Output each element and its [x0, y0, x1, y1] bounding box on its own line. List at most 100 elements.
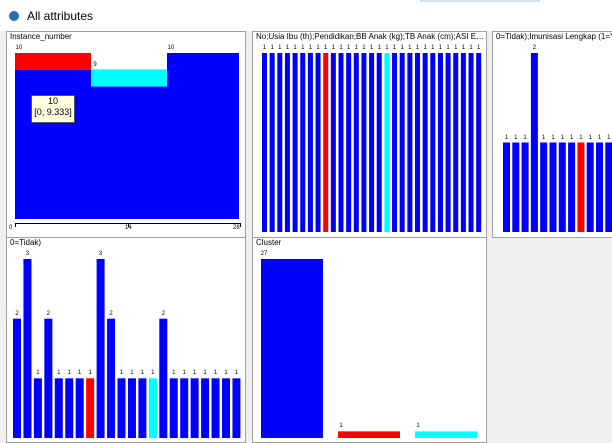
bin-count-label: 10 [15, 45, 23, 51]
bar-count-label: 1 [377, 45, 381, 51]
bar-count-label: 2 [532, 45, 537, 51]
bar-count-label: 1 [446, 45, 450, 51]
histogram-bar [468, 53, 474, 232]
panel-title: 0=Tidak);Imunisasi Lengkap (1=Y [495, 32, 612, 43]
bar-count-label: 1 [385, 45, 389, 51]
panel-attribute-list[interactable]: No;Usia Ibu (th);Pendidikan;BB Anak (kg)… [252, 31, 487, 238]
bin-tooltip: 10 [0, 9.333] [31, 95, 75, 123]
histogram-bar [292, 53, 298, 232]
bar-count-label: 1 [285, 45, 290, 51]
histogram-bar [65, 378, 74, 438]
histogram-bar [13, 318, 21, 438]
tooltip-range: [0, 9.333] [34, 107, 72, 117]
panel-title: No;Usia Ibu (th);Pendidikan;BB Anak (kg)… [255, 32, 486, 43]
histogram-bar [127, 378, 136, 438]
bar-count-label: 1 [301, 45, 305, 51]
bar-count-label: 1 [151, 370, 155, 377]
chart-canvas [503, 53, 612, 232]
cluster-bar [261, 259, 323, 438]
histogram-bar [361, 53, 367, 232]
bar-count-label: 1 [278, 45, 282, 51]
histogram-bar [23, 259, 32, 438]
histogram-bar [422, 53, 428, 232]
histogram-bar [540, 142, 548, 232]
histogram-bin-segment [91, 69, 167, 87]
bin-count-label: 9 [93, 61, 97, 68]
histogram-bin [91, 69, 167, 219]
histogram-bar [503, 142, 510, 232]
bar-count-label: 1 [469, 45, 473, 51]
bar-count-label: 1 [78, 370, 82, 377]
histogram-bar [521, 142, 529, 232]
bar-count-label: 2 [46, 310, 51, 317]
panel-instance-number[interactable]: Instance_number 0 14 28 10 [0, 9.333] 10… [6, 31, 246, 238]
histogram-bar [232, 378, 241, 438]
panel-title: Cluster [255, 238, 283, 249]
bar-count-label: 1 [438, 45, 443, 51]
histogram-bar [577, 142, 585, 232]
bar-count-label: 1 [293, 45, 297, 51]
bar-count-label: 1 [140, 370, 145, 377]
bar-count-label: 3 [25, 251, 30, 257]
histogram-bar [117, 378, 126, 438]
bar-count-label: 1 [607, 134, 611, 141]
bar-count-label: 1 [477, 45, 481, 51]
window-title: All attributes [27, 9, 94, 23]
bar-count-label: 1 [339, 423, 343, 430]
chart-canvas [15, 53, 241, 227]
histogram-bar [549, 142, 557, 232]
histogram-bar [568, 142, 576, 232]
bar-count-label: 1 [461, 45, 466, 51]
bar-count-label: 1 [67, 370, 71, 377]
histogram-bar [512, 142, 520, 232]
histogram-bin-segment [15, 53, 91, 70]
bar-count-label: 1 [588, 134, 592, 141]
bar-count-label: 1 [339, 45, 343, 51]
histogram-bar [338, 53, 344, 232]
bar-count-label: 1 [454, 45, 458, 51]
histogram-bar [300, 53, 306, 232]
bar-count-label: 1 [36, 370, 40, 377]
bar-count-label: 1 [130, 370, 134, 377]
histogram-bar [384, 53, 390, 232]
bar-count-label: 1 [324, 45, 328, 51]
histogram-bar [33, 378, 42, 438]
histogram-bar [346, 53, 352, 232]
histogram-bar [376, 53, 382, 232]
histogram-bar [107, 318, 116, 438]
bar-count-label: 27 [260, 251, 268, 257]
bar-count-label: 1 [560, 134, 564, 141]
bar-count-label: 3 [98, 251, 103, 257]
histogram-bar [86, 378, 95, 438]
chart-canvas [13, 259, 241, 438]
bar-count-label: 2 [109, 310, 113, 317]
histogram-bar [407, 53, 413, 232]
attribute-grid: Instance_number 0 14 28 10 [0, 9.333] 10… [0, 31, 612, 443]
bar-count-label: 1 [234, 370, 239, 377]
histogram-bar [605, 142, 612, 232]
histogram-bar [392, 53, 398, 232]
bar-count-label: 1 [597, 134, 602, 141]
panel-title: 0=Tidak) [9, 238, 43, 249]
x-tick-label: 28 [233, 225, 240, 231]
histogram-bin [167, 53, 239, 219]
chart-canvas [261, 259, 477, 438]
panel-cluster[interactable]: Cluster 27 1 1 [252, 237, 487, 443]
bar-count-label: 1 [308, 45, 313, 51]
histogram-bar [201, 378, 210, 438]
bar-count-label: 1 [423, 45, 427, 51]
histogram-bar [138, 378, 147, 438]
histogram-bar [284, 53, 290, 232]
weka-app-icon [9, 11, 19, 21]
histogram-bar [277, 53, 283, 232]
histogram-bar [476, 53, 482, 232]
histogram-bar [148, 378, 157, 438]
bar-count-label: 1 [270, 45, 274, 51]
bar-count-label: 1 [203, 370, 207, 377]
histogram-bar [269, 53, 275, 232]
histogram-bar [586, 142, 594, 232]
bar-count-label: 1 [579, 134, 583, 141]
bar-count-label: 1 [262, 45, 267, 51]
